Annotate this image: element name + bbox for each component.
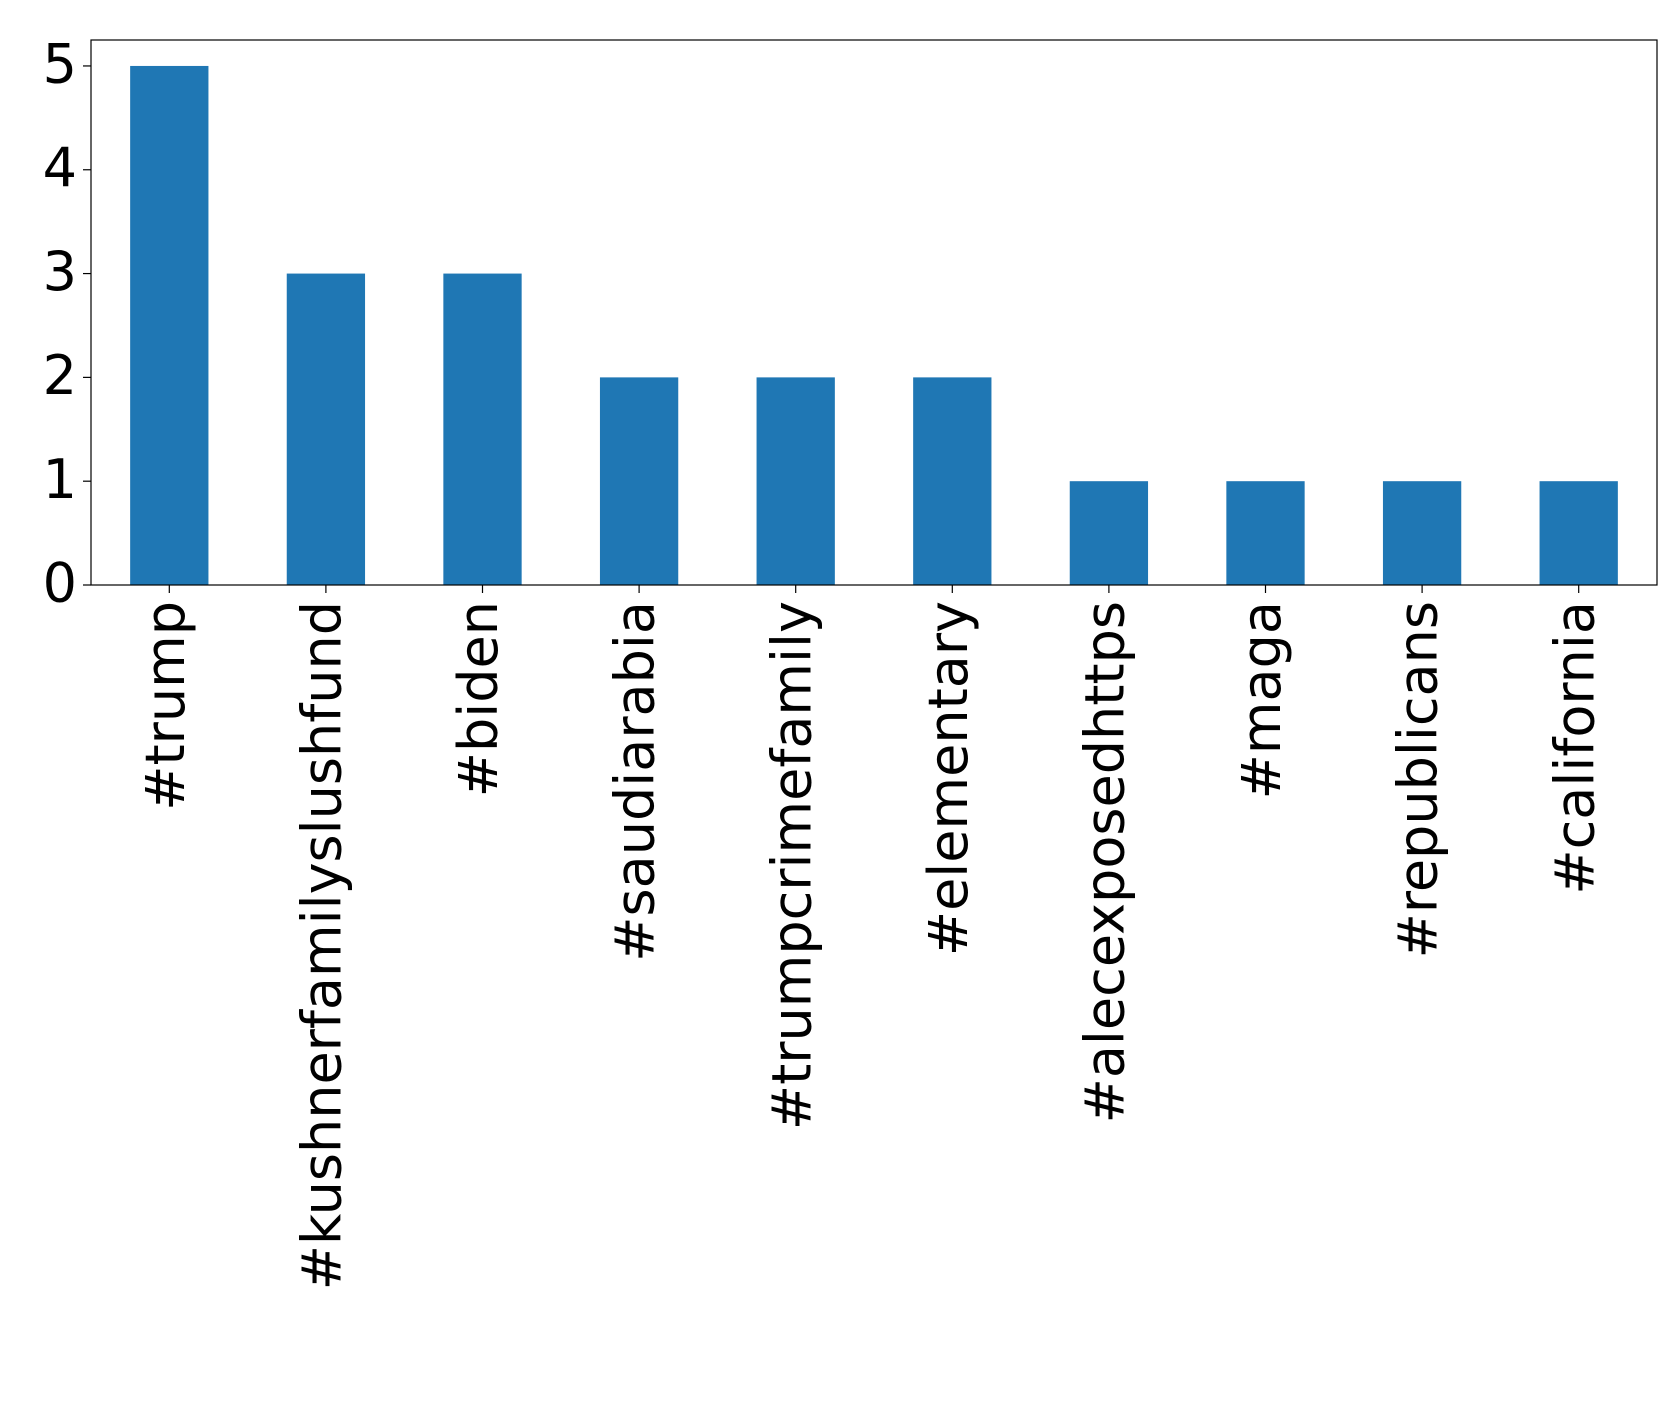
y-tick-label: 2 <box>43 344 77 407</box>
x-tick-label: #maga <box>1230 601 1293 799</box>
y-tick-label: 4 <box>43 136 77 199</box>
x-tick-label: #elementary <box>917 601 980 956</box>
y-tick-label: 1 <box>43 448 77 511</box>
bar <box>130 65 209 585</box>
bar <box>443 273 522 585</box>
x-tick-label: #kushnerfamilyslushfund <box>291 601 354 1290</box>
bar <box>913 377 992 585</box>
x-tick-label: #trumpcrimefamily <box>760 601 823 1130</box>
x-tick-label: #alecexposedhttps <box>1074 601 1137 1123</box>
bar <box>1539 481 1618 585</box>
bar <box>1226 481 1305 585</box>
plot-frame <box>90 39 1658 586</box>
y-tick-label: 0 <box>43 552 77 615</box>
x-tick-label: #trump <box>134 601 197 811</box>
x-tick-label: #saudiarabia <box>604 601 667 962</box>
x-tick-label: #republicans <box>1387 601 1450 958</box>
bar <box>1069 481 1149 585</box>
bar <box>286 273 366 585</box>
bar <box>756 377 835 585</box>
bar <box>599 377 679 585</box>
y-tick-label: 3 <box>43 240 77 303</box>
x-tick-label: #biden <box>447 601 510 797</box>
y-tick-label: 5 <box>43 33 77 96</box>
bar <box>1382 481 1462 585</box>
x-tick-label: #california <box>1543 601 1606 895</box>
